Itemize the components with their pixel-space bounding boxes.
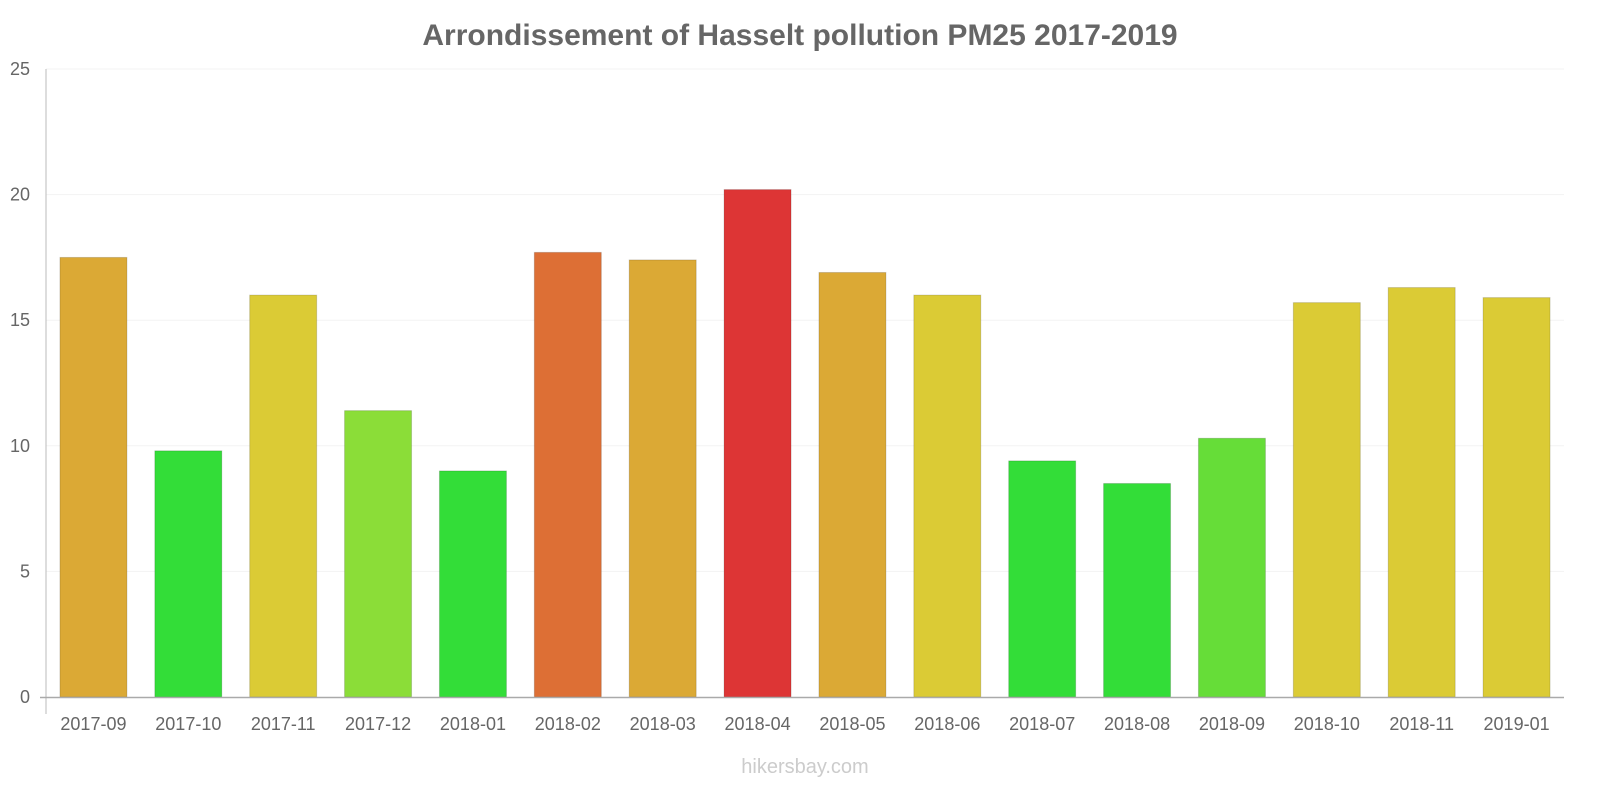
bar-2017-09: [59, 256, 128, 698]
x-tick-label: 2018-03: [630, 714, 696, 734]
x-tick-label: 2017-10: [155, 714, 221, 734]
bar-2018-03: [628, 259, 697, 698]
bar-2018-05: [818, 271, 887, 698]
x-tick-label: 2018-01: [440, 714, 506, 734]
y-tick-label: 10: [10, 436, 30, 456]
watermark: hikersbay.com: [741, 756, 868, 778]
y-tick-label: 25: [10, 59, 30, 79]
x-tick-label: 2018-08: [1104, 714, 1170, 734]
bar-2017-12: [344, 410, 413, 698]
x-tick-label: 2018-11: [1389, 714, 1454, 734]
chart-title: Arrondissement of Hasselt pollution PM25…: [422, 19, 1177, 52]
x-tick-label: 2018-09: [1199, 714, 1265, 734]
y-tick-label: 5: [20, 561, 30, 581]
y-tick-label: 20: [10, 185, 30, 205]
y-tick-label: 15: [10, 310, 30, 330]
x-tick-label: 2017-09: [60, 714, 126, 734]
bar-2018-04: [723, 189, 792, 698]
bar-2018-06: [913, 294, 982, 698]
bar-2019-01: [1482, 297, 1551, 698]
x-tick-label: 2019-01: [1484, 714, 1550, 734]
x-tick-label: 2017-12: [345, 714, 411, 734]
x-tick-label: 2018-10: [1294, 714, 1360, 734]
x-tick-label: 2017-11: [251, 714, 316, 734]
bar-2017-11: [249, 294, 318, 698]
x-tick-label: 2018-02: [535, 714, 601, 734]
bar-2018-11: [1387, 287, 1456, 698]
x-tick-label: 2018-05: [819, 714, 885, 734]
bar-2018-02: [533, 251, 602, 698]
bar-2017-10: [154, 450, 223, 698]
bar-2018-07: [1008, 460, 1077, 698]
bar-2018-08: [1103, 482, 1172, 698]
y-tick-label: 0: [20, 687, 30, 707]
x-tick-label: 2018-07: [1009, 714, 1075, 734]
x-tick-label: 2018-04: [725, 714, 791, 734]
bar-2018-09: [1197, 437, 1266, 698]
bar-2018-01: [438, 470, 507, 698]
bar-2018-10: [1292, 302, 1361, 698]
x-tick-label: 2018-06: [914, 714, 980, 734]
